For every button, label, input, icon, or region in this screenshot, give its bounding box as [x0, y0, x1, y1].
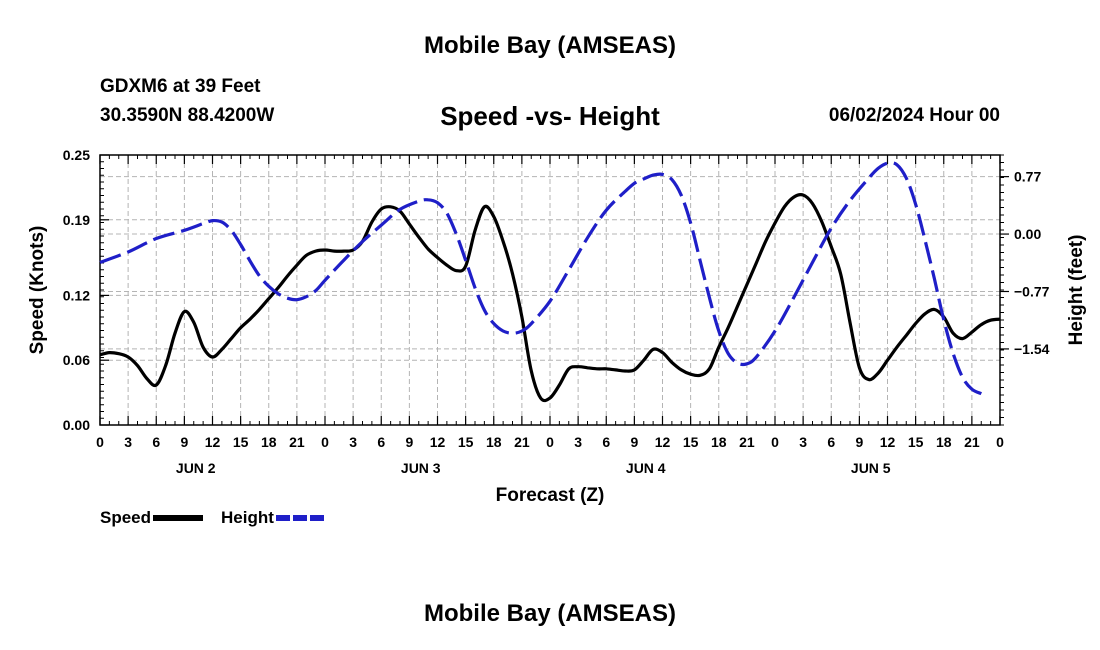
- x-tick-label: 3: [574, 434, 582, 450]
- y-right-tick-label: −0.77: [1014, 283, 1050, 299]
- datetime-label: 06/02/2024 Hour 00: [828, 105, 1000, 126]
- day-label: JUN 2: [176, 460, 216, 476]
- x-tick-label: 3: [799, 434, 807, 450]
- x-tick-label: 21: [739, 434, 755, 450]
- day-label: JUN 3: [401, 460, 441, 476]
- x-tick-label: 21: [289, 434, 305, 450]
- x-tick-label: 0: [321, 434, 329, 450]
- minor-ticks: [99, 154, 1009, 426]
- x-tick-label: 18: [711, 434, 727, 450]
- x-tick-label: 6: [602, 434, 610, 450]
- x-tick-label: 9: [405, 434, 413, 450]
- x-tick-label: 15: [233, 434, 249, 450]
- y-right-tick-label: −1.54: [1014, 341, 1050, 357]
- legend: Speed Height: [100, 508, 344, 528]
- x-tick-label: 3: [124, 434, 132, 450]
- x-tick-label: 9: [180, 434, 188, 450]
- x-tick-label: 0: [771, 434, 779, 450]
- x-tick-label: 15: [458, 434, 474, 450]
- x-tick-label: 6: [827, 434, 835, 450]
- x-tick-label: 15: [908, 434, 924, 450]
- plot-frame: [99, 154, 1001, 426]
- series-line-height: [99, 161, 983, 396]
- x-tick-label: 12: [655, 434, 671, 450]
- series-layer: [99, 161, 1001, 403]
- legend-speed-label: Speed: [100, 508, 152, 527]
- day-label: JUN 5: [851, 460, 891, 476]
- legend-height-swatch: [275, 515, 326, 521]
- y-left-tick-label: 0.19: [63, 212, 90, 228]
- legend-speed-swatch: [153, 515, 204, 521]
- chart-grid: [100, 155, 1000, 425]
- x-tick-label: 0: [96, 434, 104, 450]
- y-left-tick-label: 0.06: [63, 352, 90, 368]
- x-tick-label: 0: [546, 434, 554, 450]
- y-axis-right-title: Height (feet): [1066, 235, 1087, 346]
- x-axis-title: Forecast (Z): [496, 485, 605, 506]
- labels-layer: 0 3 6 9 12 15 18 21 0 3 6 9 12 15 18 21 0 3 6 9 12 15 18 21 0 3 6 9…: [63, 147, 1050, 476]
- coordinates-label: 30.3590N 88.4200W: [100, 105, 275, 126]
- y-left-tick-label: 0.00: [63, 417, 90, 433]
- station-label: GDXM6 at 39 Feet: [100, 76, 261, 97]
- bottom-title: Mobile Bay (AMSEAS): [423, 600, 677, 627]
- x-tick-label: 12: [880, 434, 896, 450]
- legend-item-speed: Speed: [100, 508, 204, 528]
- legend-height-label: Height: [221, 508, 274, 527]
- x-tick-label: 9: [630, 434, 638, 450]
- x-tick-label: 12: [430, 434, 446, 450]
- chart-title: Mobile Bay (AMSEAS): [423, 32, 677, 59]
- x-tick-label: 3: [349, 434, 357, 450]
- legend-item-height: Height: [221, 508, 326, 528]
- series-line-speed: [99, 192, 1001, 403]
- x-tick-label: 18: [261, 434, 277, 450]
- x-tick-label: 0: [996, 434, 1004, 450]
- x-tick-label: 21: [964, 434, 980, 450]
- x-tick-label: 12: [205, 434, 221, 450]
- y-right-tick-label: 0.00: [1014, 226, 1041, 242]
- y-left-tick-label: 0.12: [63, 287, 90, 303]
- x-tick-label: 6: [152, 434, 160, 450]
- y-right-tick-label: 0.77: [1014, 169, 1041, 185]
- chart-subtitle: Speed -vs- Height: [440, 101, 660, 131]
- x-tick-label: 21: [514, 434, 530, 450]
- x-tick-label: 15: [683, 434, 699, 450]
- x-tick-label: 6: [377, 434, 385, 450]
- day-label: JUN 4: [626, 460, 666, 476]
- y-left-tick-label: 0.25: [63, 147, 90, 163]
- x-tick-label: 18: [936, 434, 952, 450]
- x-tick-label: 9: [855, 434, 863, 450]
- x-tick-label: 18: [486, 434, 502, 450]
- y-axis-left-title: Speed (Knots): [27, 226, 48, 355]
